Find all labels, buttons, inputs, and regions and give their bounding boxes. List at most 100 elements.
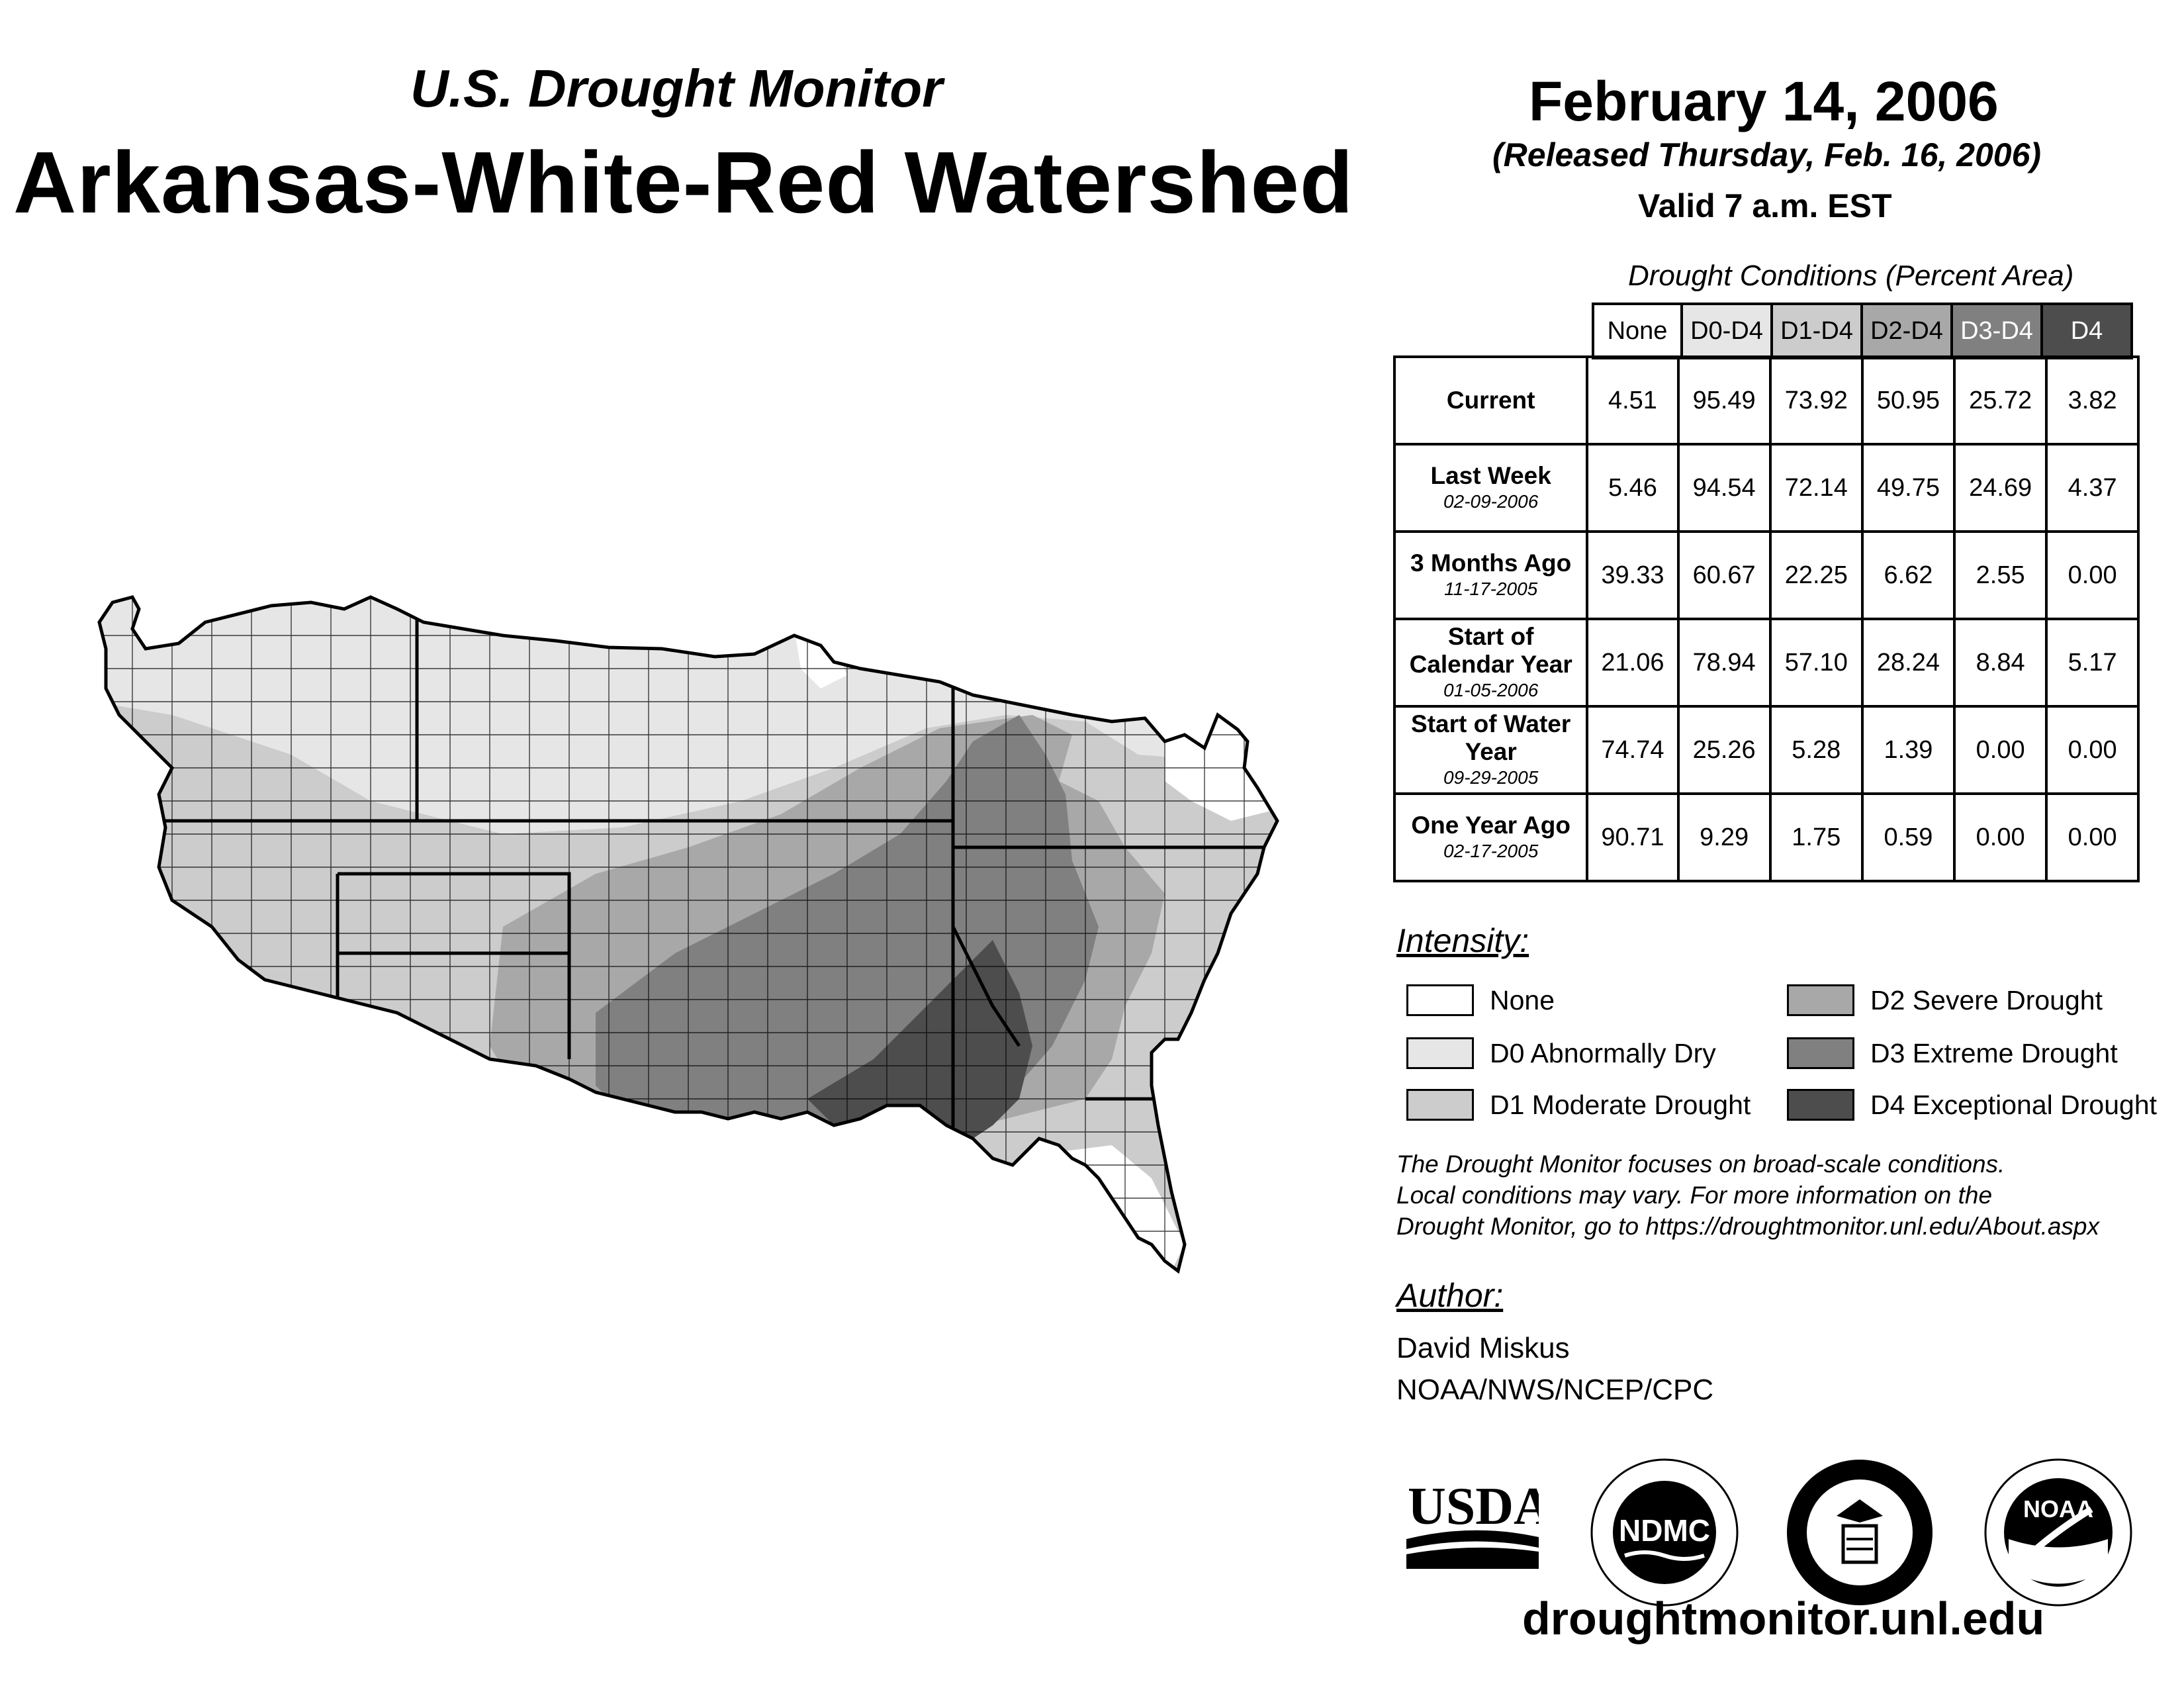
commerce-seal-logo: [1784, 1456, 1936, 1609]
table-row: One Year Ago 02-17-2005 90.71 9.29 1.75 0.59 0…: [1392, 792, 2140, 882]
row-date: 02-17-2005: [1443, 841, 1539, 861]
table-row: Last Week 02-09-2006 5.46 94.54 72.14 49.75 24…: [1392, 443, 2140, 533]
cell-d2-d4: 49.75: [1860, 443, 1956, 533]
release-date: (Released Thursday, Feb. 16, 2006): [1492, 136, 2042, 173]
cell-d3-d4: 8.84: [1953, 618, 2048, 708]
drought-map: [93, 583, 1304, 1344]
legend-swatch: [1406, 984, 1474, 1016]
cell-d1-d4: 1.75: [1768, 792, 1864, 882]
svg-text:USDA: USDA: [1408, 1477, 1539, 1536]
row-label: Start of Water Year 09-29-2005: [1392, 705, 1589, 795]
cell-d2-d4: 50.95: [1860, 355, 1956, 445]
monitor-subtitle: U.S. Drought Monitor: [410, 59, 943, 118]
cell-d4: 0.00: [2045, 705, 2140, 795]
cell-d0-d4: 95.49: [1676, 355, 1772, 445]
col-header-none: None: [1592, 303, 1683, 359]
cell-d1-d4: 5.28: [1768, 705, 1864, 795]
cell-d2-d4: 0.59: [1860, 792, 1956, 882]
website-link[interactable]: droughtmonitor.unl.edu: [1522, 1593, 2045, 1644]
table-row: Current 4.51 95.49 73.92 50.95 25.72 3.82: [1392, 355, 2140, 445]
legend-item-d4: D4 Exceptional Drought: [1787, 1089, 2157, 1121]
row-date: 11-17-2005: [1444, 579, 1538, 599]
legend-swatch: [1406, 1037, 1474, 1069]
col-header-d0-d4: D0-D4: [1683, 303, 1773, 359]
cell-d3-d4: 24.69: [1953, 443, 2048, 533]
legend-label: None: [1490, 984, 1555, 1015]
col-header-d1-d4: D1-D4: [1773, 303, 1863, 359]
legend-item-none: None: [1406, 984, 1555, 1016]
cell-d0-d4: 60.67: [1676, 530, 1772, 620]
note-line: The Drought Monitor focuses on broad-sca…: [1396, 1150, 2005, 1178]
cell-d1-d4: 73.92: [1768, 355, 1864, 445]
map-area-d4: [807, 940, 1032, 1158]
legend-item-d3: D3 Extreme Drought: [1787, 1037, 2118, 1069]
row-label-text: Last Week: [1430, 462, 1551, 489]
table-header-row: None D0-D4 D1-D4 D2-D4 D3-D4 D4: [1592, 303, 2133, 359]
legend-item-d2: D2 Severe Drought: [1787, 984, 2103, 1016]
legend-label: D4 Exceptional Drought: [1870, 1089, 2158, 1120]
cell-d4: 3.82: [2045, 355, 2140, 445]
row-label-text: Current: [1446, 387, 1535, 414]
row-label-text: 3 Months Ago: [1410, 549, 1572, 577]
cell-d4: 0.00: [2045, 530, 2140, 620]
legend-label: D0 Abnormally Dry: [1490, 1037, 1716, 1068]
cell-d1-d4: 57.10: [1768, 618, 1864, 708]
cell-d4: 4.37: [2045, 443, 2140, 533]
note-line: Drought Monitor, go to https://droughtmo…: [1396, 1213, 2099, 1240]
legend-label: D2 Severe Drought: [1870, 984, 2103, 1015]
disclaimer-note: The Drought Monitor focuses on broad-sca…: [1396, 1149, 2099, 1242]
legend-title: Intensity:: [1396, 922, 1529, 959]
author-org: NOAA/NWS/NCEP/CPC: [1396, 1374, 1714, 1406]
note-line: Local conditions may vary. For more info…: [1396, 1182, 1993, 1209]
table-row: Start of Calendar Year 01-05-2006 21.06 78.…: [1392, 618, 2140, 708]
table-row: 3 Months Ago 11-17-2005 39.33 60.67 22.25 6.6…: [1392, 530, 2140, 620]
row-date: 09-29-2005: [1443, 767, 1539, 788]
cell-d0-d4: 78.94: [1676, 618, 1772, 708]
cell-d4: 0.00: [2045, 792, 2140, 882]
author-name: David Miskus: [1396, 1332, 1570, 1364]
cell-d0-d4: 94.54: [1676, 443, 1772, 533]
row-label: Current: [1392, 355, 1589, 445]
legend-item-d0: D0 Abnormally Dry: [1406, 1037, 1716, 1069]
cell-d1-d4: 72.14: [1768, 443, 1864, 533]
ndmc-logo: NDMC: [1588, 1456, 1741, 1609]
noaa-logo: NOAA: [1982, 1456, 2134, 1609]
cell-none: 21.06: [1586, 618, 1680, 708]
table-row: Start of Water Year 09-29-2005 74.74 25.26 5…: [1392, 705, 2140, 795]
legend-swatch: [1406, 1089, 1474, 1121]
cell-none: 4.51: [1586, 355, 1680, 445]
cell-d3-d4: 25.72: [1953, 355, 2048, 445]
cell-d2-d4: 6.62: [1860, 530, 1956, 620]
col-header-d2-d4: D2-D4: [1863, 303, 1953, 359]
cell-d4: 5.17: [2045, 618, 2140, 708]
row-date: 01-05-2006: [1443, 680, 1539, 700]
county-lines: [99, 597, 1277, 1271]
cell-none: 5.46: [1586, 443, 1680, 533]
cell-d3-d4: 2.55: [1953, 530, 2048, 620]
cell-d0-d4: 25.26: [1676, 705, 1772, 795]
legend-swatch: [1787, 984, 1854, 1016]
row-label-text: Start of Calendar Year: [1409, 623, 1572, 678]
row-date: 02-09-2006: [1443, 491, 1539, 512]
usda-logo: USDA: [1406, 1476, 1552, 1569]
cell-d3-d4: 0.00: [1953, 792, 2048, 882]
state-lines: [99, 597, 1277, 1152]
row-label: One Year Ago 02-17-2005: [1392, 792, 1589, 882]
svg-text:NDMC: NDMC: [1619, 1513, 1710, 1548]
table-caption: Drought Conditions (Percent Area): [1628, 259, 2074, 292]
col-header-d3-d4: D3-D4: [1953, 303, 2043, 359]
valid-time: Valid 7 a.m. EST: [1638, 187, 1892, 224]
legend-label: D3 Extreme Drought: [1870, 1037, 2118, 1068]
row-label: 3 Months Ago 11-17-2005: [1392, 530, 1589, 620]
cell-d2-d4: 28.24: [1860, 618, 1956, 708]
drought-stats-table: Current 4.51 95.49 73.92 50.95 25.72 3.82 Last …: [1392, 355, 2140, 882]
cell-d1-d4: 22.25: [1768, 530, 1864, 620]
page-title: Arkansas-White-Red Watershed: [13, 134, 1354, 231]
svg-text:NOAA: NOAA: [2023, 1495, 2093, 1523]
cell-none: 74.74: [1586, 705, 1680, 795]
row-label-text: Start of Water Year: [1411, 710, 1571, 765]
legend-label: D1 Moderate Drought: [1490, 1089, 1751, 1120]
cell-d0-d4: 9.29: [1676, 792, 1772, 882]
cell-none: 39.33: [1586, 530, 1680, 620]
legend-swatch: [1787, 1089, 1854, 1121]
